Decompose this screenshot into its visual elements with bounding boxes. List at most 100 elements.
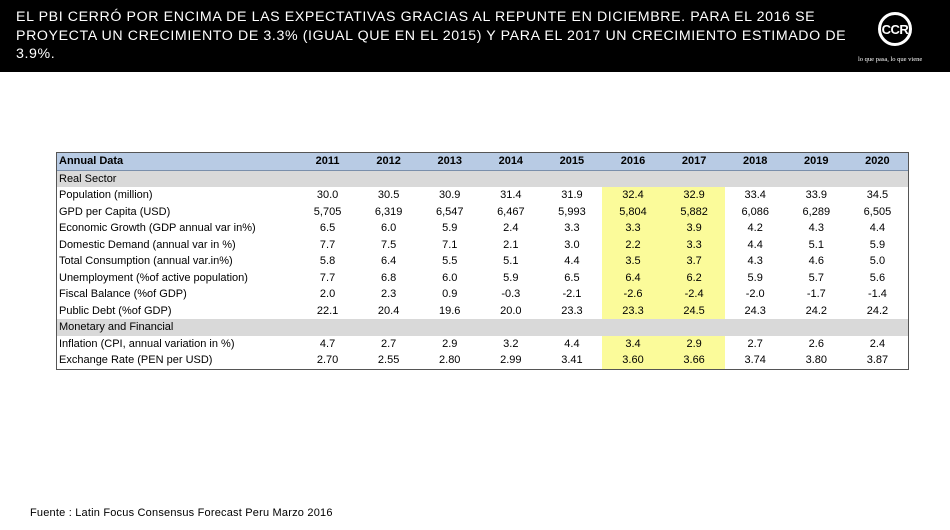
table-cell: 2.9 [663, 335, 725, 352]
ccr-logo: CCR [878, 12, 912, 46]
table-cell: 24.3 [744, 304, 766, 317]
table-cell: 2.9 [442, 337, 458, 350]
table-cell: 5.9 [747, 271, 763, 284]
table-cell: 34.5 [866, 189, 889, 202]
table-cell: 5.1 [503, 255, 519, 268]
section-row: Monetary and Financial [57, 319, 908, 336]
table-cell: 4.4 [747, 238, 763, 251]
table-cell: 6.5 [564, 271, 580, 284]
year-header-2014: 2014 [480, 153, 542, 171]
table-cell: 4.7 [319, 337, 336, 350]
table-cell: 3.3 [663, 236, 725, 253]
table-cell: 2.7 [747, 337, 763, 350]
table-cell: 4.4 [869, 222, 886, 235]
table-cell: 6.0 [442, 271, 458, 284]
table-cell: 2.80 [439, 354, 461, 367]
annual-data-table: Annual Data 2011 2012 2013 2014 2015 2016 2017… [56, 152, 909, 370]
table-cell: 5.9 [503, 271, 519, 284]
table-cell: 5.9 [869, 238, 886, 251]
table-cell: 32.9 [663, 187, 725, 204]
year-header-2019: 2019 [785, 153, 847, 171]
row-label: GPD per Capita (USD) [59, 205, 171, 218]
year-header-2015: 2015 [541, 153, 603, 171]
source-note: Fuente : Latin Focus Consensus Forecast … [30, 507, 333, 519]
table-cell: -2.4 [663, 286, 725, 303]
year-header-2016: 2016 [602, 153, 664, 171]
table-cell: 3.80 [805, 354, 827, 367]
table-cell: 3.87 [866, 354, 889, 367]
section-row: Real Sector [57, 170, 908, 187]
table-cell: 22.1 [316, 304, 339, 317]
table-cell: 23.3 [602, 302, 664, 319]
headline: EL PBI CERRÓ POR ENCIMA DE LAS EXPECTATI… [16, 9, 847, 62]
table-cell: -2.1 [562, 288, 582, 301]
row-label: Public Debt (%of GDP) [59, 304, 172, 317]
table-cell: 5,882 [663, 203, 725, 220]
row-label: Inflation (CPI, annual variation in %) [59, 337, 235, 350]
year-header-2012: 2012 [358, 153, 420, 171]
table-cell: 7.7 [319, 238, 336, 251]
table-cell: 4.4 [564, 255, 580, 268]
table-cell: 5.5 [442, 255, 458, 268]
table-cell: 2.3 [380, 288, 397, 301]
row-label: Domestic Demand (annual var in %) [59, 238, 236, 251]
table-cell: 4.3 [747, 255, 763, 268]
year-header-2011: 2011 [297, 153, 359, 171]
table-cell: 5.8 [319, 255, 336, 268]
year-header-2017: 2017 [663, 153, 725, 171]
table-cell: 4.3 [808, 222, 824, 235]
year-header-2013: 2013 [419, 153, 481, 171]
table-cell: 6.8 [380, 271, 397, 284]
table-cell: 4.6 [808, 255, 824, 268]
table-cell: 30.5 [377, 189, 400, 202]
table-cell: 2.4 [503, 222, 519, 235]
table-cell: 7.1 [442, 238, 458, 251]
table-cell: 2.70 [316, 354, 339, 367]
year-header-2020: 2020 [846, 153, 908, 171]
table-cell: 5.0 [869, 255, 886, 268]
row-label: Population (million) [59, 189, 153, 202]
header-bar: EL PBI CERRÓ POR ENCIMA DE LAS EXPECTATI… [0, 0, 950, 72]
table-cell: 31.4 [500, 189, 522, 202]
table-cell: -1.4 [867, 288, 887, 301]
table-cell: 6.4 [380, 255, 397, 268]
table-cell: 3.74 [744, 354, 766, 367]
table-cell: 24.2 [805, 304, 827, 317]
table-cell: 2.99 [500, 354, 522, 367]
table-row: Domestic Demand (annual var in %) 7.7 7.5 7… [57, 236, 908, 253]
table-cell: 3.0 [564, 238, 580, 251]
section-title: Real Sector [57, 170, 908, 187]
table-row: Economic Growth (GDP annual var in%) 6.5 6… [57, 220, 908, 237]
table-cell: 6.4 [602, 269, 664, 286]
table-cell: 2.2 [602, 236, 664, 253]
table-header-row: Annual Data 2011 2012 2013 2014 2015 2016 2017… [57, 153, 908, 171]
table-cell: 3.4 [602, 335, 664, 352]
table-cell: 4.4 [564, 337, 580, 350]
table-cell: -0.3 [501, 288, 521, 301]
table-cell: 23.3 [561, 304, 583, 317]
table-cell: 5.1 [808, 238, 824, 251]
table-title: Annual Data [57, 153, 297, 171]
table-cell: 6,086 [741, 205, 769, 218]
table-cell: 5.7 [808, 271, 824, 284]
table-row: Exchange Rate (PEN per USD) 2.70 2.55 2.80 2… [57, 352, 908, 369]
table-row: GPD per Capita (USD) 5,705 6,319 6,547 6,467… [57, 203, 908, 220]
table-cell: 4.2 [747, 222, 763, 235]
table-cell: 3.66 [663, 352, 725, 369]
table-cell: 3.3 [564, 222, 580, 235]
table-cell: 3.41 [561, 354, 583, 367]
table-cell: 5,993 [558, 205, 586, 218]
table-cell: 7.7 [319, 271, 336, 284]
table-cell: 20.4 [377, 304, 400, 317]
row-label: Fiscal Balance (%of GDP) [59, 288, 187, 301]
table-cell: 3.7 [663, 253, 725, 270]
table-cell: 3.60 [602, 352, 664, 369]
row-label: Exchange Rate (PEN per USD) [59, 354, 213, 367]
table-row: Public Debt (%of GDP) 22.1 20.4 19.6 20.0 23.… [57, 302, 908, 319]
table-cell: 6,505 [863, 205, 892, 218]
table-cell: 6,547 [435, 205, 464, 218]
table-cell: 30.0 [316, 189, 339, 202]
table-cell: 2.1 [503, 238, 519, 251]
table-cell: 2.7 [380, 337, 397, 350]
table-cell: 3.5 [602, 253, 664, 270]
